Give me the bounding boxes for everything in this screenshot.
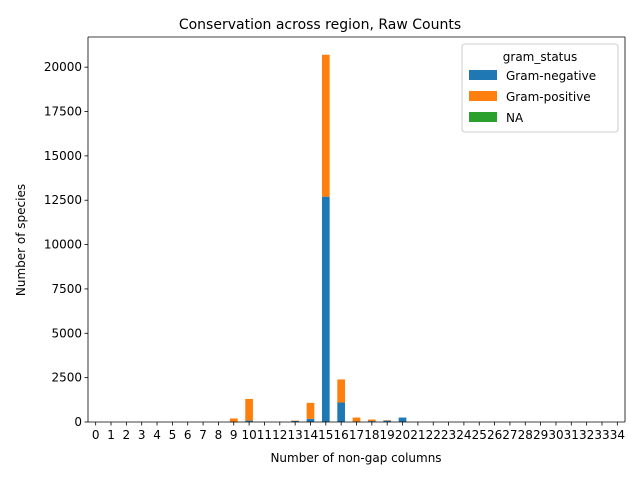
legend-swatch xyxy=(469,70,497,80)
legend-entry-label: Gram-positive xyxy=(506,90,591,104)
x-tick-label: 26 xyxy=(487,428,502,442)
legend-title: gram_status xyxy=(503,50,577,64)
x-tick-label: 23 xyxy=(441,428,456,442)
x-tick-label: 19 xyxy=(380,428,395,442)
x-tick-label: 21 xyxy=(410,428,425,442)
legend: gram_status Gram-negative Gram-positive NA xyxy=(462,44,618,132)
bar-gram-positive-9 xyxy=(230,418,238,421)
x-tick-label: 1 xyxy=(107,428,115,442)
x-tick-label: 0 xyxy=(92,428,100,442)
bar-gram-positive-15 xyxy=(322,55,330,197)
y-tick-label: 10000 xyxy=(44,238,82,252)
x-tick-label: 6 xyxy=(184,428,192,442)
x-tick-label: 34 xyxy=(610,428,625,442)
legend-entry-label: Gram-negative xyxy=(506,69,596,83)
x-tick-label: 33 xyxy=(594,428,609,442)
bar-gram-negative-20 xyxy=(399,418,407,422)
x-tick-label: 14 xyxy=(303,428,318,442)
x-tick-label: 10 xyxy=(241,428,256,442)
x-tick-label: 11 xyxy=(257,428,272,442)
x-tick-label: 20 xyxy=(395,428,410,442)
x-tick-label: 15 xyxy=(318,428,333,442)
legend-entry-label: NA xyxy=(506,111,524,125)
x-tick-label: 5 xyxy=(169,428,177,442)
y-tick-label: 5000 xyxy=(51,326,82,340)
x-tick-label: 16 xyxy=(334,428,349,442)
x-tick-label: 18 xyxy=(364,428,379,442)
bar-gram-positive-18 xyxy=(368,420,376,422)
bar-gram-positive-10 xyxy=(245,399,253,421)
x-tick-label: 27 xyxy=(502,428,517,442)
bar-gram-positive-14 xyxy=(307,403,315,419)
y-tick-label: 2500 xyxy=(51,371,82,385)
y-axis-label: Number of species xyxy=(14,184,28,296)
y-tick-label: 7500 xyxy=(51,282,82,296)
x-tick-label: 31 xyxy=(564,428,579,442)
x-tick-label: 4 xyxy=(153,428,161,442)
x-tick-label: 30 xyxy=(548,428,563,442)
x-tick-label: 9 xyxy=(230,428,238,442)
x-tick-label: 28 xyxy=(518,428,533,442)
x-tick-label: 17 xyxy=(349,428,364,442)
x-tick-label: 7 xyxy=(199,428,207,442)
bar-gram-negative-14 xyxy=(307,419,315,422)
y-tick-label: 15000 xyxy=(44,149,82,163)
x-axis-label: Number of non-gap columns xyxy=(270,451,441,465)
bar-gram-negative-15 xyxy=(322,197,330,422)
bar-gram-positive-16 xyxy=(337,379,345,402)
legend-swatch xyxy=(469,91,497,101)
y-tick-label: 12500 xyxy=(44,193,82,207)
y-tick-label: 0 xyxy=(74,415,82,429)
x-tick-label: 3 xyxy=(138,428,146,442)
y-tick-label: 17500 xyxy=(44,105,82,119)
x-tick-label: 13 xyxy=(287,428,302,442)
chart-title: Conservation across region, Raw Counts xyxy=(179,17,461,33)
x-tick-label: 8 xyxy=(215,428,223,442)
legend-swatch xyxy=(469,112,497,122)
x-tick-label: 2 xyxy=(123,428,131,442)
x-tick-label: 12 xyxy=(272,428,287,442)
y-tick-label: 20000 xyxy=(44,60,82,74)
x-tick-label: 32 xyxy=(579,428,594,442)
x-tick-label: 22 xyxy=(426,428,441,442)
x-tick-label: 29 xyxy=(533,428,548,442)
bar-gram-negative-16 xyxy=(337,402,345,422)
bar-gram-positive-17 xyxy=(353,418,361,422)
x-tick-label: 24 xyxy=(456,428,471,442)
x-tick-label: 25 xyxy=(472,428,487,442)
